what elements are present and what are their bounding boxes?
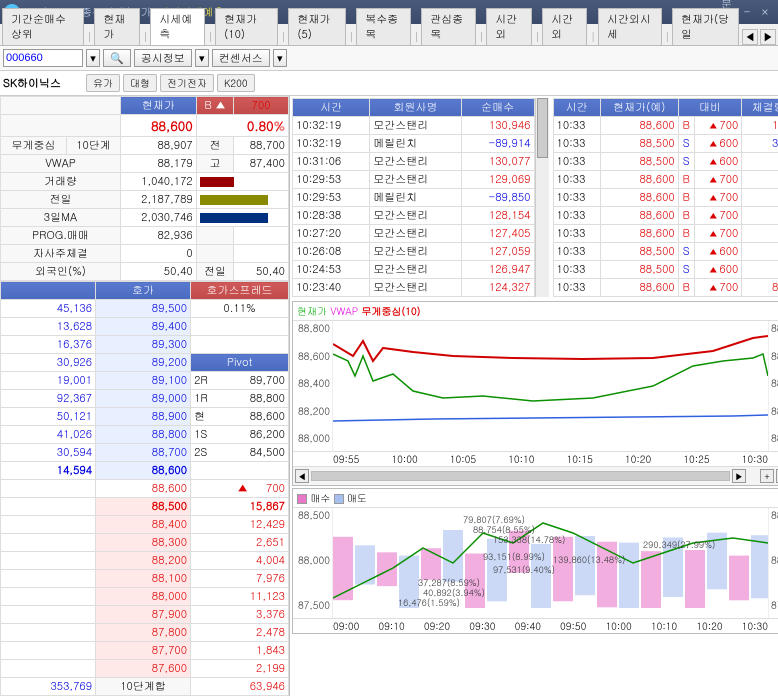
size-tag: 대형 <box>123 74 157 92</box>
disclosure-button[interactable]: 공시정보 <box>134 49 192 67</box>
tab-6[interactable]: 관심종목 <box>421 8 475 45</box>
consensus-button[interactable]: 컨센서스 <box>212 49 270 67</box>
volume-chart: 매수 매도 88,50088,00087,500 79,807(7.69%)88… <box>292 488 778 634</box>
chart-prev-button[interactable]: ◀ <box>295 469 309 483</box>
search-button[interactable]: 🔍 <box>103 49 131 67</box>
code-dropdown-button[interactable]: ▾ <box>86 49 100 67</box>
tab-3[interactable]: 현재가(10) <box>215 8 278 45</box>
trades-table: 시간 회원사명 순매수 10:32:19모간스탠리130,94610:32:19… <box>292 98 535 297</box>
tab-5[interactable]: 복수종목 <box>356 8 410 45</box>
tab-10[interactable]: 현재가(당일 <box>672 8 739 45</box>
stock-name: SK하이닉스 <box>3 76 83 91</box>
sector-tag: 전기전자 <box>160 74 214 92</box>
tab-4[interactable]: 현재가(5) <box>288 8 345 45</box>
chart-next-button[interactable]: ▶ <box>732 469 746 483</box>
total-bid: 63,946 <box>191 678 289 696</box>
tab-scroll-right-button[interactable]: ▶ <box>760 29 776 45</box>
last-price: 88,600 <box>96 480 191 498</box>
price-chart: 현재가 VWAP 무게중심(10) 88,80088,60088,40088,2… <box>292 301 778 486</box>
sell-legend-icon <box>334 494 344 504</box>
change-pct: 0.80% <box>196 115 288 137</box>
minimize-icon[interactable]: – <box>739 4 755 20</box>
summary-table: 현재가 B ▲ 700 88,600 0.80% 무게중심10단계88,907전… <box>0 96 289 281</box>
prediction-table: 시간 현재가(예) 대비 체결량 10:3388,600B70015010:33… <box>553 98 778 297</box>
tab-0[interactable]: 기간순매수상위 <box>2 8 84 45</box>
summary-hdr-chg: 700 <box>234 97 289 115</box>
left-panel: 현재가 B ▲ 700 88,600 0.80% 무게중심10단계88,907전… <box>0 96 290 696</box>
chart1-controls: ◀ ▶ + □ – <box>293 466 778 485</box>
tab-7[interactable]: 시간외 <box>486 8 531 45</box>
tab-8[interactable]: 시간외 <box>542 8 587 45</box>
total-label: 10단계합 <box>96 678 191 696</box>
hoga-header: 호가 <box>96 282 191 300</box>
current-price: 88,600 <box>120 115 196 137</box>
spread-header: 호가스프레드 <box>191 282 289 300</box>
tab-9[interactable]: 시간외시세 <box>598 8 662 45</box>
total-ask: 353,769 <box>1 678 96 696</box>
tab-scroll-left-button[interactable]: ◀ <box>742 29 758 45</box>
trades-scrollbar[interactable] <box>535 98 549 297</box>
tab-strip: 기간순매수상위|현재가|시세예측|현재가(10)|현재가(5)|복수종목|관심종… <box>0 24 778 46</box>
close-icon[interactable]: × <box>757 4 773 20</box>
hoga-table: 호가 호가스프레드 45,13689,5000.11%13,62889,4001… <box>0 281 289 696</box>
right-panel: 시간 회원사명 순매수 10:32:19모간스탠리130,94610:32:19… <box>290 96 778 696</box>
index-tag: K200 <box>217 74 255 92</box>
stock-code-input[interactable] <box>3 49 83 67</box>
stock-info-row: SK하이닉스 유가 대형 전기전자 K200 <box>0 71 778 96</box>
summary-hdr-bs: B ▲ <box>196 97 234 115</box>
chart-time-slider[interactable] <box>311 471 730 481</box>
market-tag: 유가 <box>86 74 120 92</box>
toolbar: ▾ 🔍 공시정보 ▾ 컨센서스 ▾ <box>0 46 778 71</box>
tab-2[interactable]: 시세예측 <box>150 8 204 45</box>
buy-legend-icon <box>297 494 307 504</box>
chart-zoom-in-button[interactable]: + <box>760 469 774 483</box>
tab-1[interactable]: 현재가 <box>94 8 139 45</box>
disclosure-dropdown-icon[interactable]: ▾ <box>195 49 209 67</box>
consensus-dropdown-icon[interactable]: ▾ <box>273 49 287 67</box>
summary-hdr-price: 현재가 <box>120 97 196 115</box>
